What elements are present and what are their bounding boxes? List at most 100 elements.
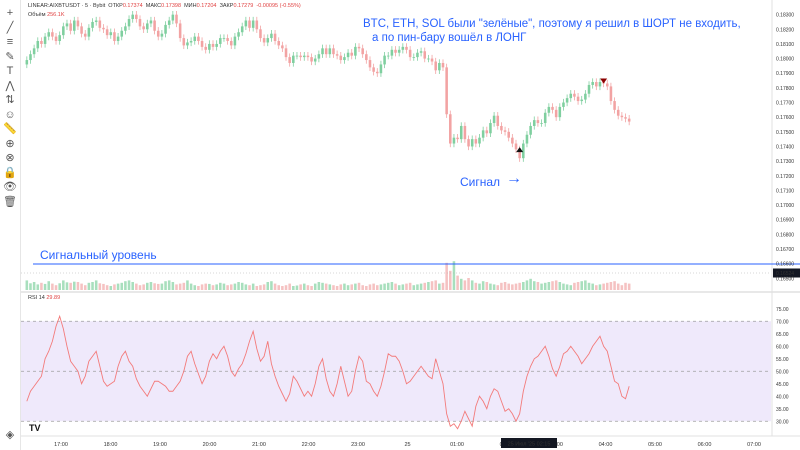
price-tick-label: 0.17100 xyxy=(776,188,794,194)
volume-bar xyxy=(496,285,500,290)
volume-bar xyxy=(514,283,518,290)
volume-bar xyxy=(511,284,514,290)
candle-body xyxy=(562,102,565,107)
volume-bar xyxy=(598,284,602,290)
eye-icon[interactable]: 👁 xyxy=(3,181,17,193)
volume-bar xyxy=(343,283,346,290)
volume-bar xyxy=(379,284,383,290)
trash-icon[interactable]: 🗑 xyxy=(3,195,17,208)
time-tick-label: 22:00 xyxy=(302,442,316,448)
candle-body xyxy=(441,62,445,68)
volume-bar xyxy=(138,285,142,290)
signal-label[interactable]: Сигнал xyxy=(460,175,501,189)
candle-body xyxy=(29,54,32,61)
text-icon[interactable]: T xyxy=(6,65,14,77)
candle-body xyxy=(142,26,145,30)
pattern-icon[interactable]: ⋀ xyxy=(5,79,15,92)
crosshair-icon[interactable]: + xyxy=(6,7,14,19)
magnet-icon[interactable]: ⊗ xyxy=(5,152,15,164)
annotation-line-1[interactable]: BTC, ETH, SOL были "зелёные", поэтому я … xyxy=(363,18,741,30)
price-tick-label: 0.17800 xyxy=(776,86,794,92)
volume-bar xyxy=(459,278,463,290)
lock-icon[interactable]: 🔒 xyxy=(3,166,17,179)
volume-bar xyxy=(416,284,419,290)
volume-bar xyxy=(540,283,543,290)
price-tick-label: 0.16700 xyxy=(776,247,794,253)
brush-icon[interactable]: ✎ xyxy=(5,50,15,63)
candle-body xyxy=(69,23,72,31)
zoom-icon[interactable]: ⊕ xyxy=(5,137,15,150)
price-tick-label: 0.17700 xyxy=(776,101,794,107)
candle-body xyxy=(379,64,383,74)
volume-bar xyxy=(613,281,616,290)
fib-icon[interactable]: ≡ xyxy=(6,36,14,48)
price-tick-label: 0.17000 xyxy=(776,203,794,209)
price-tick-label: 0.18000 xyxy=(776,57,794,63)
volume-bar xyxy=(361,285,364,290)
candle-body xyxy=(368,60,372,68)
time-axis[interactable]: 17:00 18:00 19:00 20:00 21:00 22:00 23:00 25 01:… xyxy=(54,438,761,448)
candle-body xyxy=(124,26,127,31)
volume-bar xyxy=(313,283,317,290)
candle-body xyxy=(386,55,390,57)
volume-bar xyxy=(32,282,36,290)
volume-bar xyxy=(120,282,124,290)
tradingview-logo[interactable]: TV xyxy=(29,423,41,433)
forecast-icon[interactable]: ⇅ xyxy=(5,94,15,106)
price-axis[interactable]: 0.18300 0.18200 0.18100 0.18000 0.17900 0.178… xyxy=(776,13,794,426)
volume-bar xyxy=(522,282,525,290)
volume-bar xyxy=(171,282,175,290)
candles[interactable] xyxy=(25,10,631,162)
volume-bar xyxy=(350,284,354,290)
candle-body xyxy=(613,101,616,110)
signal-arrow[interactable]: → xyxy=(506,170,522,187)
volume-bar xyxy=(175,284,178,290)
volume-bar xyxy=(167,280,171,290)
candle-body xyxy=(175,14,178,24)
candle-body xyxy=(445,67,448,115)
rsi-info: RSI 14 29.89 xyxy=(28,295,61,301)
candle-body xyxy=(343,57,346,61)
rsi-pane[interactable] xyxy=(21,314,771,430)
candle-body xyxy=(627,118,631,122)
ruler-icon[interactable]: 📏 xyxy=(3,123,17,135)
candle-body xyxy=(605,83,609,87)
candle-body xyxy=(302,55,306,58)
candle-body xyxy=(584,93,587,100)
time-tick-label: 23:00 xyxy=(351,442,365,448)
candle-body xyxy=(171,14,175,21)
annotation-line-2[interactable]: а по пин-бару вошёл в ЛОНГ xyxy=(372,32,527,44)
candle-body xyxy=(244,20,248,27)
candle-body xyxy=(76,20,80,27)
candle-body xyxy=(222,38,226,39)
volume-bar xyxy=(518,282,521,290)
volume-bar xyxy=(237,282,240,290)
trendline-icon[interactable]: ╱ xyxy=(6,21,14,34)
smiley-icon[interactable]: ☺ xyxy=(4,108,16,121)
price-tick-label: 0.16900 xyxy=(776,218,794,224)
volume-bar xyxy=(595,285,598,290)
volume-bar xyxy=(124,281,127,290)
volume-bar xyxy=(328,284,332,290)
volume-bar xyxy=(284,285,288,290)
volume-bar xyxy=(569,285,573,290)
volume-bar xyxy=(310,286,313,290)
volume-bar xyxy=(204,283,207,290)
price-tick-label: 0.17300 xyxy=(776,159,794,165)
volume-bar xyxy=(529,278,532,290)
candle-body xyxy=(40,41,43,44)
candle-body xyxy=(178,23,182,39)
volume-bar xyxy=(580,281,583,290)
signal-level-label[interactable]: Сигнальный уровень xyxy=(40,248,157,262)
short-exit-marker xyxy=(600,78,608,84)
candle-body xyxy=(324,48,328,55)
volume-bar xyxy=(536,282,540,290)
candle-body xyxy=(200,41,204,47)
candle-body xyxy=(423,51,427,59)
candle-body xyxy=(65,23,69,27)
volume-bar xyxy=(335,286,339,290)
time-tick-label: 25 xyxy=(404,442,410,448)
candle-body xyxy=(310,57,313,62)
layers-icon[interactable]: ◈ xyxy=(5,429,15,441)
chart-area[interactable]: 0.16524 0.18300 0.18200 0.18100 0.18000 0.17… xyxy=(21,0,800,450)
